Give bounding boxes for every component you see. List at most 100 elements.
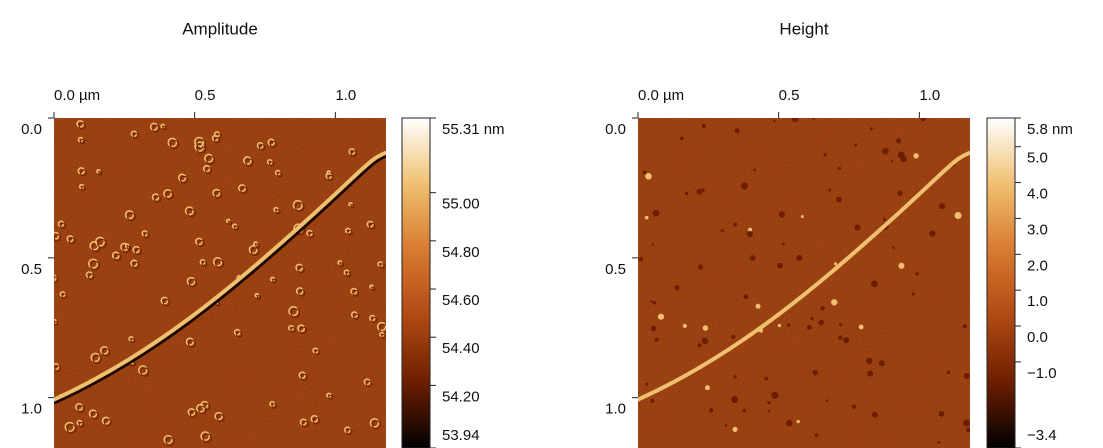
y-tick-label: 0.5 <box>605 261 626 278</box>
pit <box>645 216 649 220</box>
x-tick-label: 0.5 <box>195 87 216 104</box>
pit <box>733 427 738 432</box>
page: {"chart_data": [ {"type": "image", "titl… <box>0 0 1103 448</box>
pit <box>787 323 791 327</box>
pit <box>653 301 656 304</box>
pit <box>744 294 749 299</box>
pit <box>834 262 837 265</box>
pit <box>796 255 802 261</box>
colorbar-label: 54.60 <box>442 292 480 309</box>
pit <box>807 325 812 330</box>
x-tick-label: 1.0 <box>919 87 940 104</box>
pit <box>696 189 702 195</box>
pit <box>721 229 724 232</box>
pit <box>826 399 829 402</box>
colorbar-label: 1.0 <box>1027 293 1048 310</box>
pit <box>782 243 785 246</box>
pit <box>867 371 873 377</box>
pit <box>882 148 889 155</box>
x-tick-label: 0.5 <box>779 87 800 104</box>
pit <box>897 191 902 196</box>
pit <box>872 412 878 418</box>
pit <box>645 383 648 386</box>
colorbar-label: 2.0 <box>1027 257 1048 274</box>
pit <box>767 410 769 412</box>
x-tick-label: 1.0 <box>335 87 356 104</box>
colorbar <box>987 118 1015 448</box>
y-tick-label: 0.0 <box>21 121 42 138</box>
colorbar-label: 0.0 <box>1027 329 1048 346</box>
pit <box>733 375 736 378</box>
pit <box>896 138 901 143</box>
colorbar-label: −1.0 <box>1027 365 1057 382</box>
pit <box>658 314 664 320</box>
pit <box>733 223 737 227</box>
pit <box>709 408 714 413</box>
pit <box>650 399 654 403</box>
pit <box>963 419 970 426</box>
pit <box>898 263 904 269</box>
pit <box>741 182 748 189</box>
pit <box>937 441 940 444</box>
pit <box>839 323 842 326</box>
pit <box>955 212 962 219</box>
colorbar-label: 5.8 nm <box>1027 121 1073 138</box>
pit <box>823 153 827 157</box>
y-tick-label: 1.0 <box>605 401 626 418</box>
pit <box>786 420 792 426</box>
colorbar-label: 5.0 <box>1027 150 1048 167</box>
x-tick-label: 0.0 µm <box>638 87 684 104</box>
afm-image <box>633 115 975 448</box>
pit <box>651 326 657 332</box>
pit <box>870 127 873 130</box>
pit <box>645 173 652 180</box>
colorbar-label: 4.0 <box>1027 186 1048 203</box>
pit <box>650 300 653 303</box>
pit <box>913 153 918 158</box>
pit <box>797 420 800 423</box>
pit <box>831 299 837 305</box>
colorbar-label: 54.80 <box>442 244 480 261</box>
pit <box>892 246 895 249</box>
colorbar-label: 54.20 <box>442 388 480 405</box>
pit <box>929 230 935 236</box>
y-tick-label: 0.0 <box>605 121 626 138</box>
pit <box>655 338 659 342</box>
y-tick-label: 0.5 <box>21 261 42 278</box>
pit <box>828 189 831 192</box>
pit <box>771 392 778 399</box>
image-grain <box>638 118 970 448</box>
pit <box>639 257 644 262</box>
pit <box>871 280 878 287</box>
pit <box>743 409 747 413</box>
pit <box>801 215 804 218</box>
pit <box>702 124 706 128</box>
pit <box>653 210 660 217</box>
pit <box>725 424 728 427</box>
pit <box>643 170 647 174</box>
pit <box>747 231 753 237</box>
pit <box>750 255 756 261</box>
pit <box>866 358 872 364</box>
pit <box>703 325 708 330</box>
pit <box>854 225 860 231</box>
pit <box>792 115 799 122</box>
x-tick-label: 0.0 µm <box>54 87 100 104</box>
figure: Amplitude0.0 µm0.51.00.00.51.055.31 nm55… <box>0 0 1103 448</box>
pit <box>767 401 770 404</box>
pit <box>819 320 824 325</box>
pit <box>938 411 944 417</box>
chart-title: Amplitude <box>182 19 258 38</box>
pit <box>901 156 907 162</box>
pit <box>964 373 970 379</box>
pit <box>680 136 684 140</box>
pit <box>702 338 709 345</box>
pit <box>939 203 945 209</box>
pit <box>756 304 761 309</box>
pit <box>683 324 687 328</box>
pit <box>915 272 919 276</box>
pit <box>815 433 819 437</box>
pit <box>820 306 824 310</box>
colorbar <box>402 118 430 448</box>
pit <box>731 335 735 339</box>
